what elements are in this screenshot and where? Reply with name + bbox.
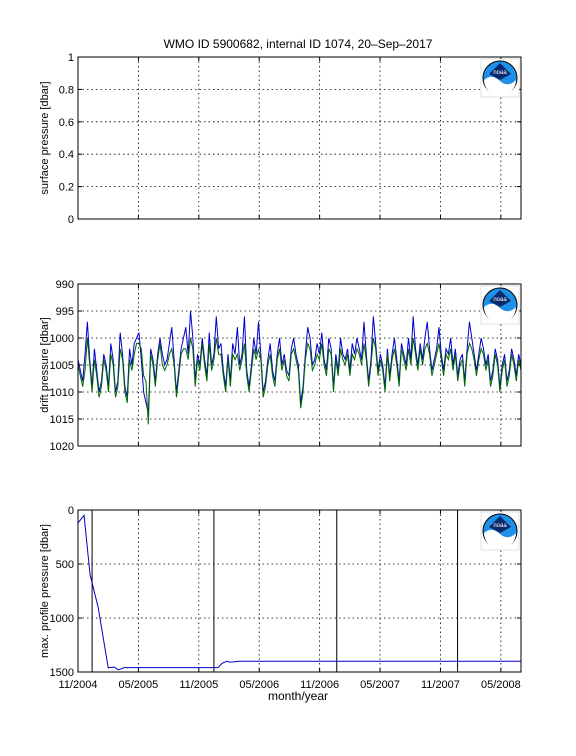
- y-tick-label: 1015: [50, 414, 74, 426]
- y-tick-label: 500: [56, 559, 74, 571]
- panels: 0 0.2 0.4 0.6 0.8 1 surface pressure [dbar] noa…: [39, 52, 522, 691]
- y-tick-label: 1005: [50, 360, 74, 372]
- y-tick-label: 0: [68, 505, 74, 517]
- x-tick-label: 05/2007: [360, 679, 400, 691]
- noaa-logo-text: noaa: [493, 523, 507, 529]
- axes-box: [77, 56, 522, 220]
- noaa-logo-gull: [489, 290, 511, 307]
- chart-panel-1: 0 0.2 0.4 0.6 0.8 1 surface pressure [dbar] noa…: [39, 52, 522, 226]
- noaa-logo-wave: [484, 76, 516, 96]
- figure-title: WMO ID 5900682, internal ID 1074, 20–Sep…: [164, 37, 433, 51]
- x-axis-label: month/year: [268, 689, 328, 703]
- noaa-logo-wave: [484, 303, 516, 323]
- y-tick-label: 0: [68, 214, 74, 226]
- y-tick-label: 1: [68, 52, 74, 64]
- series-line-2: [78, 337, 521, 425]
- y-tick-label: 1000: [50, 613, 74, 625]
- x-tick-label: 11/2006: [300, 679, 339, 691]
- y-tick-label: 0.8: [59, 84, 74, 96]
- noaa-logo: noaa: [480, 58, 520, 98]
- y-tick-label: 0.6: [59, 117, 74, 129]
- series-line-1: [78, 514, 521, 671]
- plot-data: [78, 310, 521, 425]
- y-tick-label: 1020: [50, 441, 74, 453]
- axes-box: [77, 509, 522, 673]
- x-tick-label: 11/2005: [179, 679, 218, 691]
- noaa-logo-text: noaa: [493, 70, 507, 76]
- noaa-logo-gull: [489, 516, 511, 533]
- y-tick-label: 1500: [50, 667, 74, 679]
- y-tick-label: 1000: [50, 333, 74, 345]
- y-axis-label: surface pressure [dbar]: [39, 81, 51, 194]
- x-tick-label: 05/2006: [239, 679, 279, 691]
- noaa-logo-wave: [484, 529, 516, 549]
- noaa-logo-text: noaa: [493, 297, 507, 303]
- y-tick-label: 0.2: [59, 182, 74, 194]
- x-tick-label: 11/2007: [421, 679, 460, 691]
- chart-panel-2: 990 995 1000 1005 1010 1015 1020 drift pressure…: [39, 279, 522, 453]
- y-tick-label: 995: [56, 306, 74, 318]
- noaa-logo: noaa: [480, 285, 520, 325]
- plot-data: [78, 510, 521, 672]
- y-axis-label: drift pressure [dbar]: [39, 317, 51, 412]
- y-axis-label: max. profile pressure [dbar]: [39, 524, 51, 658]
- noaa-logo-gull: [489, 63, 511, 80]
- y-tick-label: 990: [56, 279, 74, 291]
- x-tick-label: 11/2004: [59, 679, 98, 691]
- y-tick-label: 0.4: [59, 149, 74, 161]
- noaa-logo: noaa: [480, 511, 520, 551]
- x-tick-label: 05/2005: [119, 679, 159, 691]
- y-tick-label: 1010: [50, 387, 74, 399]
- x-tick-label: 05/2008: [481, 679, 521, 691]
